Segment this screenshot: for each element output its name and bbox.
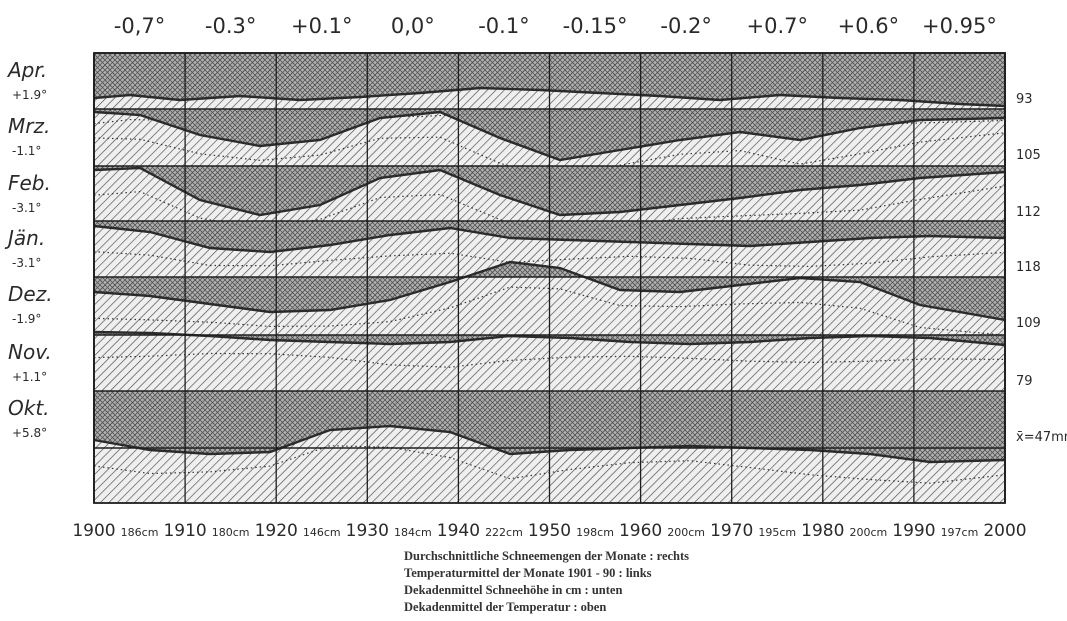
x-tick-label: 1930	[346, 521, 389, 541]
decade-snow-label: 186cm	[121, 526, 159, 539]
month-temp-label: +5.8°	[12, 426, 47, 440]
month-snow-label: 105	[1016, 148, 1041, 163]
decade-snow-label: 197cm	[941, 526, 979, 539]
month-snow-label: 79	[1016, 374, 1033, 389]
decade-temp-label: 0,0°	[391, 14, 435, 38]
month-snow-label: 109	[1016, 316, 1041, 331]
snow-curve	[93, 224, 1006, 254]
month-bands	[62, 53, 1006, 503]
month-temp-label: +1.9°	[12, 88, 47, 102]
month-label: Feb.	[8, 171, 51, 195]
caption-snow-right: Durchschnittliche Schneemengen der Monat…	[404, 549, 690, 563]
decade-grid	[93, 52, 1006, 504]
month-temp-label: -3.1°	[12, 201, 41, 215]
decade-temp-label: +0.6°	[838, 14, 900, 38]
snow-curve	[93, 166, 1006, 217]
month-snow-label: 112	[1016, 205, 1041, 220]
snow-curve	[93, 86, 1006, 108]
x-tick-label: 1980	[801, 521, 844, 541]
month-label: Okt.	[8, 396, 50, 420]
month-temp-label: +1.1°	[12, 370, 47, 384]
decade-snow-label: 222cm	[485, 526, 523, 539]
decade-temp-label: -0,7°	[114, 14, 165, 38]
decade-temp-label: -0.2°	[660, 14, 711, 38]
decade-snow-label: 200cm	[849, 526, 887, 539]
left-margin	[62, 53, 94, 503]
x-tick-label: 1970	[710, 521, 753, 541]
snow-curve	[93, 424, 1006, 464]
decade-temp-label: +0.7°	[747, 14, 809, 38]
decade-snow-label: 184cm	[394, 526, 432, 539]
month-snow-label: 118	[1016, 260, 1041, 275]
month-snow-label: 93	[1016, 92, 1033, 107]
decade-snow-label: 198cm	[576, 526, 614, 539]
decade-temp-label: +0.1°	[291, 14, 353, 38]
decade-snow-label: 180cm	[212, 526, 250, 539]
temperature-trend-dotted	[93, 352, 1006, 368]
decade-snow-label: 200cm	[667, 526, 705, 539]
snow-curve	[93, 330, 1006, 347]
decade-snow-label: 195cm	[758, 526, 796, 539]
x-tick-label: 2000	[983, 521, 1026, 541]
plot-border	[93, 52, 1006, 504]
month-label: Apr.	[6, 58, 47, 82]
month-label: Nov.	[8, 340, 52, 364]
x-tick-label: 1920	[255, 521, 298, 541]
month-label: Mrz.	[8, 114, 50, 138]
decade-temp-label: -0.1°	[478, 14, 529, 38]
month-temp-label: -3.1°	[12, 256, 41, 270]
decade-snow-label: 146cm	[303, 526, 341, 539]
anomaly-region	[94, 262, 1005, 320]
month-label: Dez.	[8, 282, 53, 306]
month-snow-label: x̄=47mm H₂O	[1016, 430, 1067, 445]
month-label: Jän.	[4, 226, 45, 250]
snow-curve	[93, 110, 1006, 162]
month-temp-label: -1.9°	[12, 312, 41, 326]
caption-temp-top: Dekadenmittel der Temperatur : oben	[404, 600, 607, 614]
x-tick-label: 1940	[437, 521, 480, 541]
caption-temp-left: Temperaturmittel der Monate 1901 - 90 : …	[404, 566, 652, 580]
temperature-trend-dotted	[93, 286, 1006, 336]
temperature-trend-dotted	[93, 445, 1006, 484]
x-tick-label: 1900	[72, 521, 115, 541]
month-temp-label: -1.1°	[12, 144, 41, 158]
decade-temp-label: -0.15°	[563, 14, 628, 38]
snow-curve	[93, 260, 1006, 322]
chart-labels: -0,7° -0.3° +0.1° 0,0° -0.1° -0.15° -0.2…	[4, 14, 1067, 541]
x-tick-label: 1910	[163, 521, 206, 541]
x-tick-label: 1990	[892, 521, 935, 541]
decade-temp-label: +0.95°	[922, 14, 997, 38]
caption-snow-bottom: Dekadenmittel Schneehöhe in cm : unten	[404, 583, 623, 597]
x-tick-label: 1960	[619, 521, 662, 541]
decade-temp-label: -0.3°	[205, 14, 256, 38]
x-tick-label: 1950	[528, 521, 571, 541]
